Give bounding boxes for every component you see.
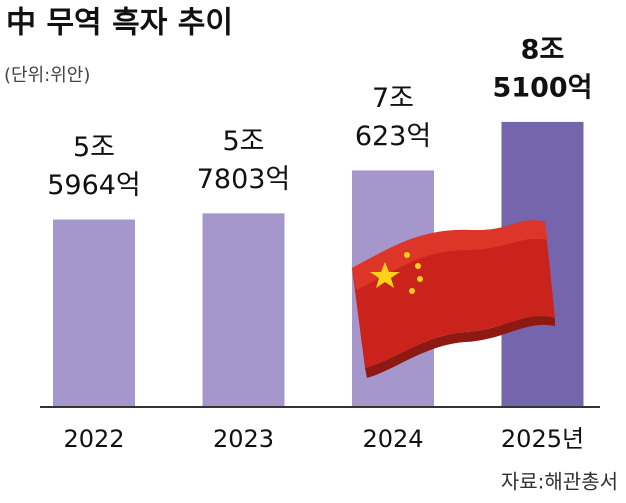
- value-label: 7조: [372, 83, 414, 114]
- value-label: 8조: [521, 34, 565, 65]
- value-label: 623억: [355, 121, 431, 152]
- x-tick-label: 2023: [213, 425, 274, 453]
- flag-illustration: [352, 220, 555, 378]
- unit-note: (단위:위안): [4, 65, 90, 86]
- x-tick-label: 2025년: [501, 425, 584, 453]
- x-tick-label: 2024: [362, 425, 423, 453]
- x-tick-label: 2022: [63, 425, 124, 453]
- value-label: 5964억: [47, 170, 141, 201]
- bar: [202, 213, 285, 407]
- value-label: 7803억: [197, 164, 291, 195]
- source-note: 자료:해관총서: [501, 470, 618, 494]
- value-label: 5100억: [493, 72, 593, 103]
- chart-title: 中 무역 흑자 추이: [6, 6, 233, 41]
- value-label: 5조: [222, 126, 264, 157]
- value-label: 5조: [73, 132, 115, 163]
- bar: [53, 219, 135, 407]
